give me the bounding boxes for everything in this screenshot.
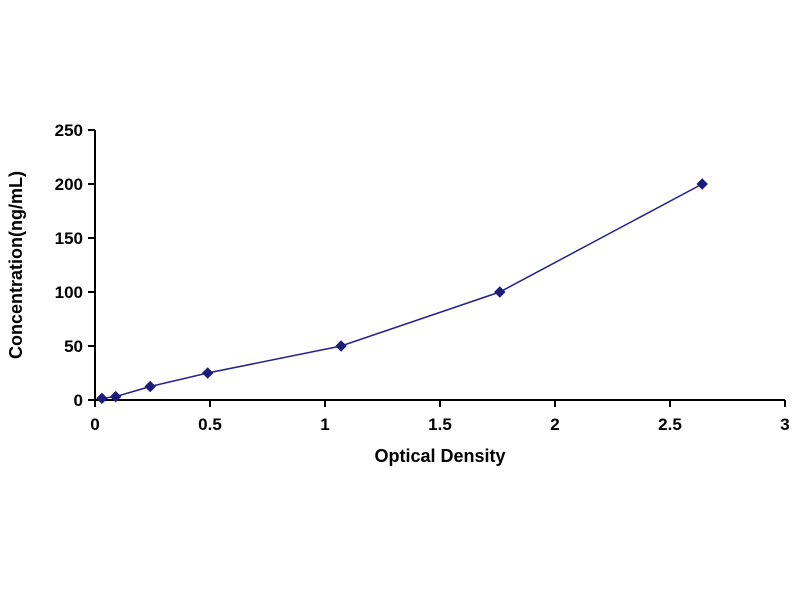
y-tick-label: 50	[64, 337, 83, 356]
x-axis-title: Optical Density	[374, 446, 505, 466]
y-tick-label: 200	[55, 175, 83, 194]
x-tick-label: 2.5	[658, 415, 682, 434]
data-point-marker	[696, 178, 708, 190]
x-tick-label: 2	[550, 415, 559, 434]
y-tick-label: 0	[74, 391, 83, 410]
series-line	[101, 183, 703, 400]
x-tick-label: 3	[780, 415, 789, 434]
data-point-marker	[494, 286, 506, 298]
x-tick-label: 1.5	[428, 415, 452, 434]
data-point-marker	[144, 380, 156, 393]
y-tick-label: 250	[55, 121, 83, 140]
y-tick-label: 100	[55, 283, 83, 302]
data-point-marker	[109, 390, 122, 403]
data-point-marker	[201, 367, 214, 379]
x-tick-label: 0	[90, 415, 99, 434]
x-tick-label: 0.5	[198, 415, 222, 434]
data-point-marker	[96, 392, 108, 405]
y-axis-title: Concentration(ng/mL)	[6, 171, 26, 359]
data-point-marker	[335, 340, 347, 352]
plot-area: 0 0.5 1 1.5 2 2.5 3 0 50 100 150 200 250	[55, 121, 790, 434]
x-tick-label: 1	[320, 415, 329, 434]
y-tick-label: 150	[55, 229, 83, 248]
